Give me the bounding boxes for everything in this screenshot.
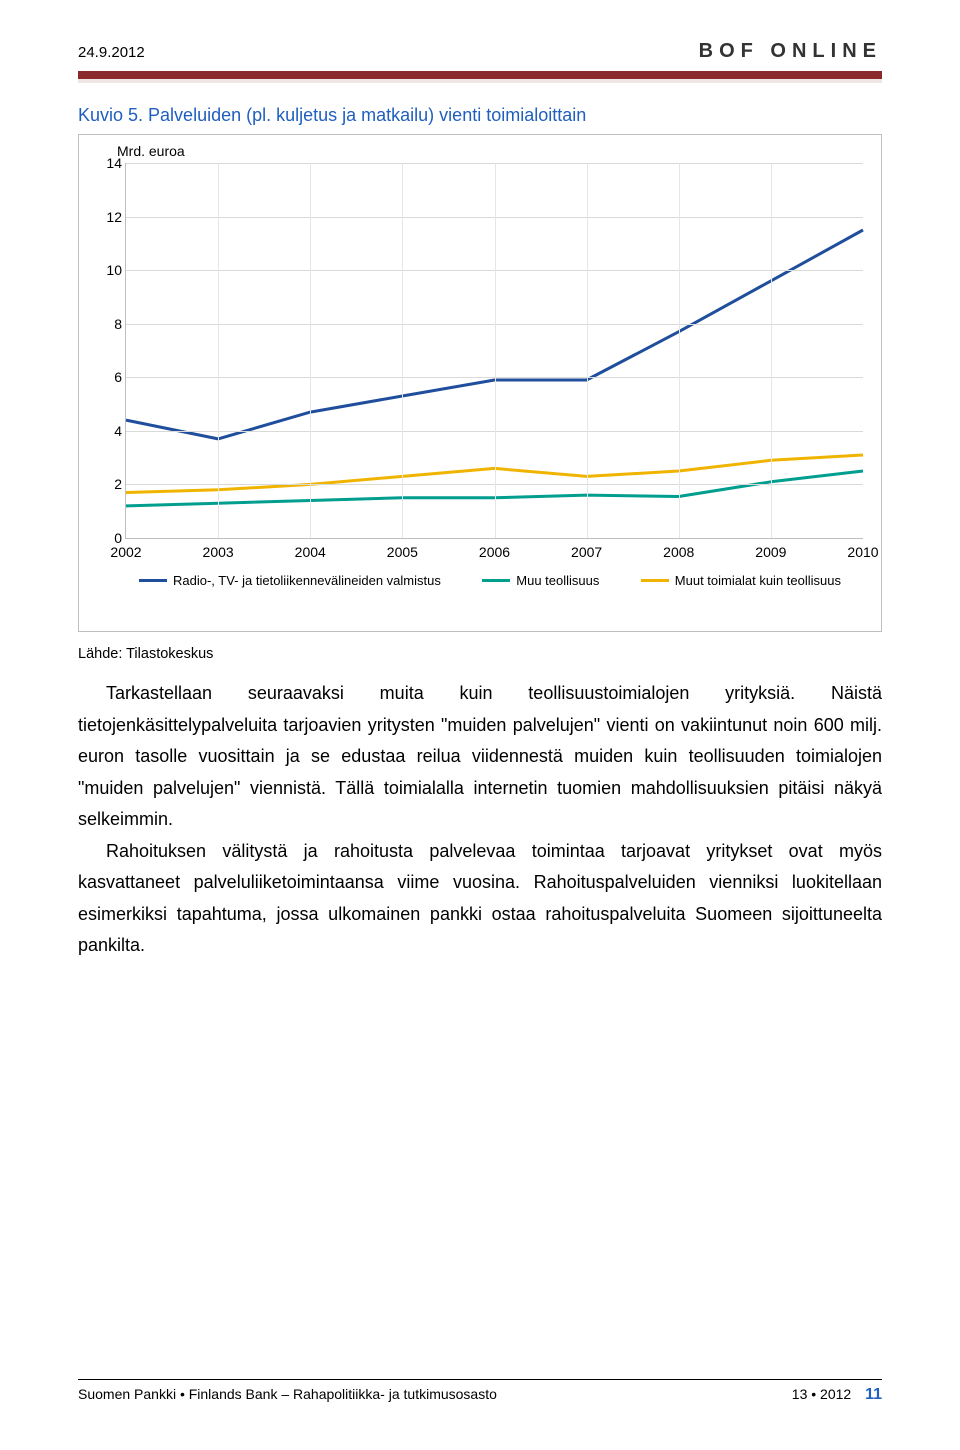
legend-label: Radio-, TV- ja tietoliikennevälineiden v… [173,573,441,588]
paragraph: Rahoituksen välitystä ja rahoitusta palv… [78,836,882,962]
x-tick-label: 2003 [203,544,234,560]
legend-swatch [139,579,167,582]
chart-legend: Radio-, TV- ja tietoliikennevälineiden v… [89,563,871,588]
footer-issue: 13 • 2012 [792,1386,851,1402]
chart-ylabel: Mrd. euroa [117,143,871,159]
x-tick-label: 2007 [571,544,602,560]
footer-right: 13 • 2012 11 [792,1386,882,1404]
x-tick-label: 2004 [295,544,326,560]
x-tick-label: 2010 [847,544,878,560]
figure-title: Kuvio 5. Palveluiden (pl. kuljetus ja ma… [78,105,882,126]
x-tick-label: 2009 [755,544,786,560]
y-tick-label: 12 [98,209,122,225]
legend-swatch [641,579,669,582]
header-brand: BOF ONLINE [699,40,882,63]
y-tick-label: 14 [98,155,122,171]
y-tick-label: 2 [98,476,122,492]
legend-item: Muut toimialat kuin teollisuus [641,573,841,588]
x-tick-label: 2005 [387,544,418,560]
footer-pagenum: 11 [865,1386,882,1403]
x-tick-label: 2008 [663,544,694,560]
legend-label: Muut toimialat kuin teollisuus [675,573,841,588]
x-tick-label: 2006 [479,544,510,560]
y-tick-label: 6 [98,369,122,385]
legend-item: Radio-, TV- ja tietoliikennevälineiden v… [139,573,441,588]
header-divider [78,71,882,79]
figure-source: Lähde: Tilastokeskus [78,646,882,662]
x-tick-label: 2002 [110,544,141,560]
y-tick-label: 8 [98,316,122,332]
y-tick-label: 10 [98,262,122,278]
chart-plot: 0246810121420022003200420052006200720082… [89,163,869,563]
paragraph: Tarkastellaan seuraavaksi muita kuin teo… [78,678,882,836]
chart-container: Mrd. euroa 02468101214200220032004200520… [78,134,882,632]
legend-label: Muu teollisuus [516,573,599,588]
footer-left: Suomen Pankki • Finlands Bank – Rahapoli… [78,1386,497,1404]
body-text: Tarkastellaan seuraavaksi muita kuin teo… [78,678,882,962]
page-header: 24.9.2012 BOF ONLINE [78,40,882,63]
legend-swatch [482,579,510,582]
legend-item: Muu teollisuus [482,573,599,588]
page-footer: Suomen Pankki • Finlands Bank – Rahapoli… [78,1379,882,1404]
header-date: 24.9.2012 [78,44,145,61]
y-tick-label: 4 [98,423,122,439]
